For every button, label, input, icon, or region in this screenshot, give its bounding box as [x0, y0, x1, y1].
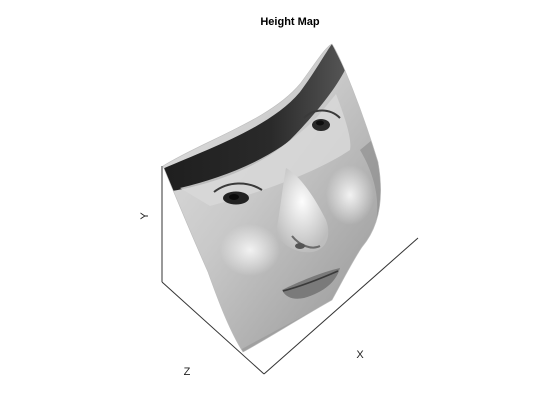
z-axis-label: Z [184, 366, 191, 378]
surface-face-texture [162, 43, 381, 353]
z-axis-line [161, 281, 265, 375]
x-axis-line [263, 237, 419, 375]
x-axis-label: X [356, 349, 364, 361]
y-axis-label: Y [139, 212, 151, 220]
axes-box [161, 166, 419, 375]
chart-title: Height Map [260, 16, 320, 28]
